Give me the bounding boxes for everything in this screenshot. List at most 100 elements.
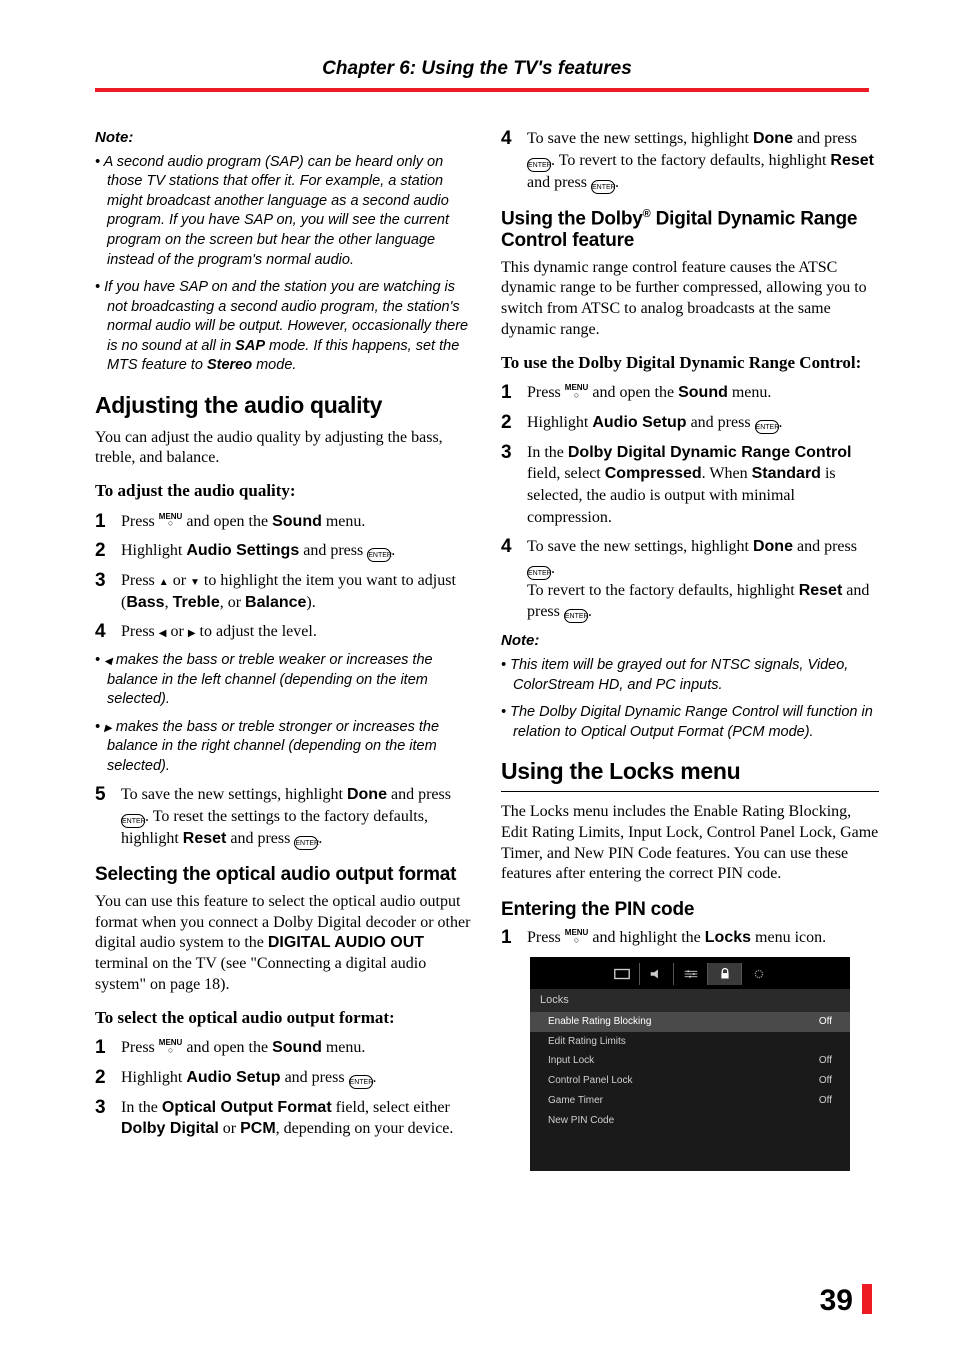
opt: PCM (240, 1120, 276, 1137)
step-1: 1Press MENU and highlight the Locks menu… (501, 927, 879, 949)
osd-screenshot: Locks Enable Rating BlockingOffEdit Rati… (530, 957, 850, 1171)
t: to adjust the level. (196, 623, 317, 640)
opt: Compressed (605, 465, 702, 482)
picture-icon (613, 967, 631, 981)
sliders-icon (682, 967, 700, 981)
t: and press (387, 786, 451, 803)
body-text: You can use this feature to select the o… (95, 892, 473, 996)
menu-name: Locks (705, 929, 751, 946)
step-number: 1 (95, 511, 121, 533)
t: and open the (182, 1039, 272, 1056)
t: or (169, 572, 190, 589)
step-number: 1 (501, 927, 527, 949)
step-3: 3Press or to highlight the item you want… (95, 570, 473, 613)
t: Highlight (121, 542, 186, 559)
menu-button-icon: MENU (159, 1040, 183, 1054)
enter-button-icon: ENTER (527, 566, 551, 580)
note-text: A second audio program (SAP) can be hear… (104, 154, 449, 268)
osd-row-value: Off (819, 1094, 832, 1108)
step-number: 3 (95, 1097, 121, 1140)
enter-button-icon: ENTER (294, 836, 318, 850)
step-number: 3 (501, 442, 527, 528)
t: In the (121, 1099, 162, 1116)
t: and open the (182, 513, 272, 530)
t: , depending on your device. (276, 1120, 454, 1137)
body-text: This dynamic range control feature cause… (501, 258, 879, 341)
field: Dolby Digital Dynamic Range Control (568, 444, 852, 461)
step-number: 2 (95, 540, 121, 562)
osd-tab-picture (605, 963, 639, 985)
field: Optical Output Format (162, 1099, 332, 1116)
term: DIGITAL AUDIO OUT (268, 934, 424, 951)
opt: Reset (183, 830, 227, 847)
step-number: 4 (501, 536, 527, 623)
t: menu icon. (751, 929, 826, 946)
step-number: 1 (501, 382, 527, 404)
subheading: To use the Dolby Digital Dynamic Range C… (501, 351, 879, 374)
step-3: 3In the Dolby Digital Dynamic Range Cont… (501, 442, 879, 528)
osd-row-value: Off (819, 1074, 832, 1088)
osd-row-label: Enable Rating Blocking (548, 1015, 651, 1029)
menu-item: Audio Settings (186, 542, 299, 559)
t: . To revert to the factory defaults, hig… (551, 152, 830, 169)
step-text: To save the new settings, highlight Done… (527, 536, 879, 623)
left-column: Note: • A second audio program (SAP) can… (95, 128, 473, 1171)
t: and press (299, 542, 367, 559)
step-4: 4To save the new settings, highlight Don… (501, 536, 879, 623)
osd-tab-bar (530, 957, 850, 989)
step-2: 2Highlight Audio Setup and press ENTER. (95, 1067, 473, 1089)
step-5: 5To save the new settings, highlight Don… (95, 784, 473, 850)
menu-name: Sound (272, 513, 322, 530)
osd-row: New PIN Code (530, 1111, 850, 1131)
t: . When (702, 465, 752, 482)
opt: Reset (830, 152, 874, 169)
note-heading: Note: (501, 631, 879, 652)
step-text: Press or to adjust the level. (121, 621, 473, 643)
menu-item: Audio Setup (186, 1069, 280, 1086)
enter-button-icon: ENTER (755, 420, 779, 434)
note-heading: Note: (95, 128, 473, 149)
t: Press (121, 572, 159, 589)
step-4: 4Press or to adjust the level. (95, 621, 473, 643)
t: Highlight (121, 1069, 186, 1086)
heading-adjust-audio: Adjusting the audio quality (95, 390, 473, 422)
t: and press (226, 830, 294, 847)
step-text: To save the new settings, highlight Done… (121, 784, 473, 850)
t: makes the bass or treble stronger or inc… (107, 719, 439, 774)
step-text: Highlight Audio Setup and press ENTER. (121, 1067, 473, 1089)
note-item: • A second audio program (SAP) can be he… (107, 153, 473, 270)
bullet-item: • makes the bass or treble stronger or i… (107, 718, 473, 777)
opt: Done (347, 786, 387, 803)
osd-tab-sound (639, 963, 673, 985)
t: menu. (728, 384, 772, 401)
enter-button-icon: ENTER (564, 609, 588, 623)
t: and press (687, 414, 755, 431)
t: Highlight (527, 414, 592, 431)
step-text: Press MENU and open the Sound menu. (121, 1037, 473, 1059)
t: Press (121, 513, 159, 530)
step-2: 2Highlight Audio Settings and press ENTE… (95, 540, 473, 562)
step-text: Highlight Audio Settings and press ENTER… (121, 540, 473, 562)
osd-tab-locks (707, 963, 741, 985)
step-4: 4To save the new settings, highlight Don… (501, 128, 879, 194)
lock-icon (716, 967, 734, 981)
osd-row: Input LockOff (530, 1051, 850, 1071)
step-text: In the Optical Output Format field, sele… (121, 1097, 473, 1140)
osd-row-label: Game Timer (548, 1094, 603, 1108)
t: or (219, 1120, 240, 1137)
t: and press (793, 538, 857, 555)
t: makes the bass or treble weaker or incre… (107, 652, 433, 707)
heading-locks: Using the Locks menu (501, 756, 879, 792)
osd-row-value: Off (819, 1015, 832, 1029)
t: This item will be grayed out for NTSC si… (510, 657, 848, 693)
t: Press (527, 929, 565, 946)
right-column: 4To save the new settings, highlight Don… (501, 128, 879, 1171)
note-item: • If you have SAP on and the station you… (107, 278, 473, 376)
page-marker (862, 1284, 872, 1314)
enter-button-icon: ENTER (121, 814, 145, 828)
t: or (166, 623, 187, 640)
osd-tab-preferences (741, 963, 775, 985)
content-columns: Note: • A second audio program (SAP) can… (0, 92, 954, 1171)
subheading: To select the optical audio output forma… (95, 1006, 473, 1029)
t: menu. (322, 513, 366, 530)
